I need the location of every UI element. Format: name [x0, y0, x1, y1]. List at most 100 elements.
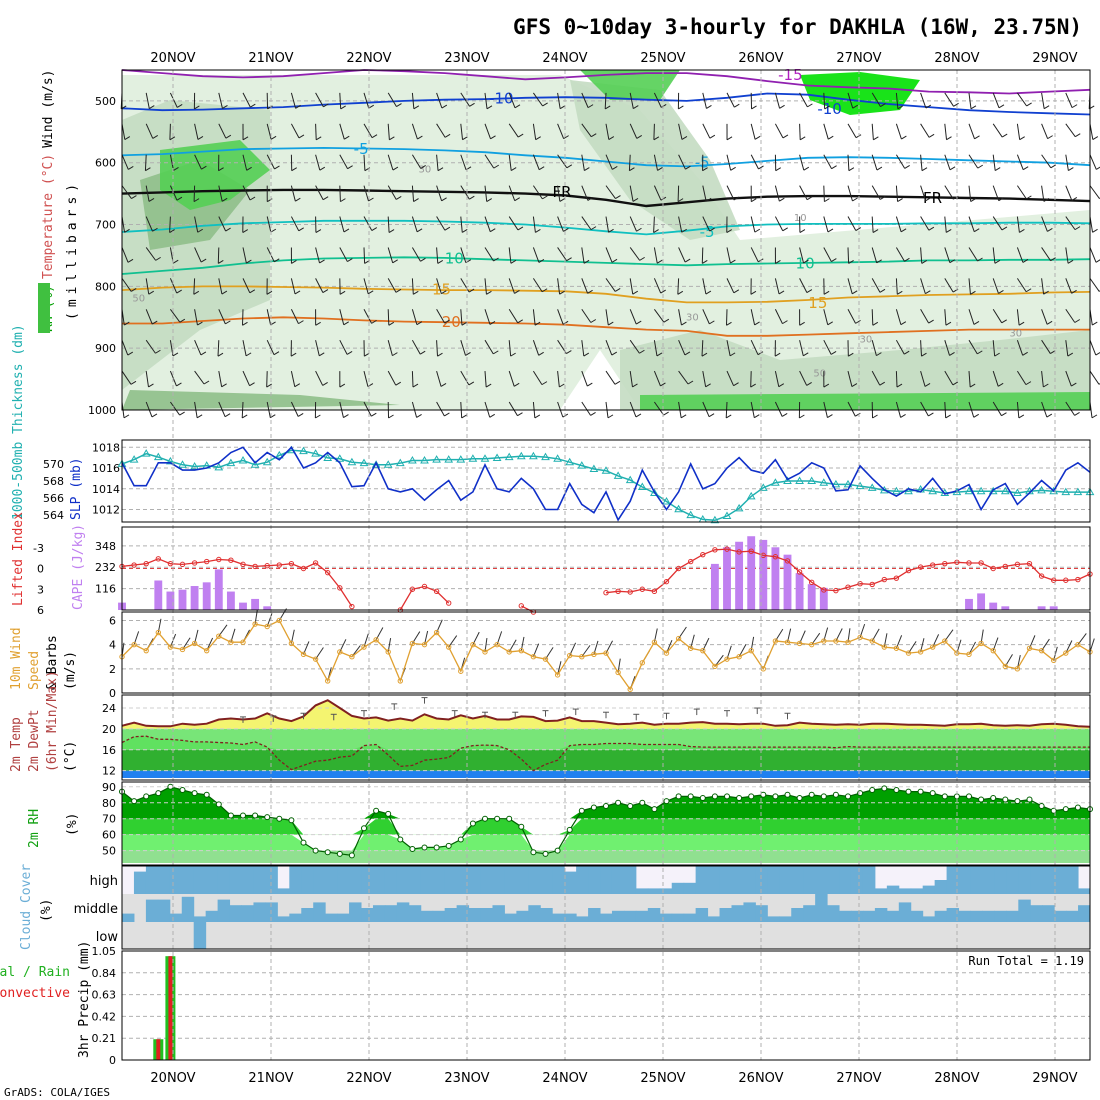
- wind-barb: [513, 382, 520, 387]
- wind-speed-point: [1002, 663, 1008, 670]
- rh-point: [397, 836, 404, 843]
- wind-barb: [121, 247, 129, 263]
- lifted-point: [143, 560, 149, 567]
- wind-barb: [298, 320, 304, 325]
- wind-barb: [823, 309, 829, 325]
- upper-air-unit: (millibars): [65, 179, 80, 320]
- wind-barb: [557, 185, 561, 202]
- wind-barb: [726, 247, 731, 264]
- cloud-cell: [277, 916, 290, 922]
- wind-barb: [1019, 228, 1025, 233]
- wind-barb: [1071, 104, 1078, 109]
- panel-wind10m-frame: [121, 611, 1091, 694]
- rh-point: [530, 849, 537, 856]
- wind-barb: [437, 352, 443, 357]
- wind-speed-point: [325, 678, 331, 684]
- wind-barb: [876, 352, 882, 357]
- wind-barb: [517, 412, 523, 417]
- thickness-point: [141, 449, 151, 457]
- thickness-point: [408, 456, 417, 464]
- cloud-cell: [337, 866, 350, 894]
- wind-barb: [799, 136, 806, 141]
- wind-barb: [266, 371, 268, 388]
- cloud-cell: [994, 866, 1007, 894]
- wind-barb: [895, 371, 898, 388]
- wind-barb: [436, 278, 442, 294]
- wind-barb: [779, 104, 785, 109]
- wind-barb: [218, 185, 223, 202]
- rh-point: [893, 786, 900, 793]
- thickness-point: [1000, 486, 1010, 495]
- cloud-cell: [504, 913, 517, 922]
- cape-bar: [214, 569, 223, 610]
- wind-speed-point: [833, 638, 839, 644]
- cloud-cell: [1054, 910, 1067, 922]
- rh-point: [324, 849, 331, 856]
- cloud-cell: [779, 916, 792, 922]
- wind-barb: [508, 340, 512, 357]
- thickness-point: [262, 457, 272, 466]
- wind-barb: [774, 185, 780, 202]
- cloud-cell: [946, 908, 960, 922]
- wind-barb: [532, 216, 536, 233]
- precip-ylabel: 3hr Precip (mm): [77, 941, 92, 1058]
- wind-barb: [871, 92, 881, 107]
- wind-speed-point: [627, 686, 633, 693]
- wind-barb: [1025, 381, 1032, 386]
- contour-label: 10: [794, 213, 807, 224]
- wind-speed-point: [530, 654, 537, 660]
- wind-speed-point: [579, 654, 585, 660]
- cape-bar: [1049, 606, 1058, 610]
- wind-speed-point: [518, 647, 524, 654]
- cloud-cell: [384, 866, 398, 894]
- wind-speed-point: [930, 644, 936, 650]
- lifted-point: [651, 588, 658, 595]
- cloud-cell: [850, 910, 864, 922]
- wind-barb: [872, 229, 879, 233]
- wind-barb: [702, 216, 711, 232]
- lifted-point: [1014, 561, 1021, 568]
- cloud-cell: [492, 905, 505, 922]
- lifted-point: [675, 565, 682, 572]
- rh-point: [724, 793, 730, 800]
- wind-barb: [371, 319, 377, 324]
- cloud-cell: [241, 905, 254, 922]
- wind-barb: [847, 401, 856, 417]
- cloud-cell: [576, 866, 589, 894]
- cloud-cell: [193, 916, 207, 922]
- cloud-cell: [372, 866, 386, 894]
- lifted-tick-label: 0: [37, 563, 44, 576]
- wind-barb: [557, 278, 561, 295]
- thickness-point: [964, 486, 974, 495]
- thickness-point: [299, 446, 308, 455]
- thickness-point: [819, 478, 829, 486]
- cape-bar: [239, 602, 247, 610]
- wind-barb: [559, 383, 565, 388]
- wind-barb: [460, 216, 463, 233]
- wind-barb: [339, 290, 346, 295]
- wind-barb: [897, 105, 904, 110]
- wind-speed-point: [494, 641, 500, 648]
- wind-barb: [653, 92, 662, 108]
- date-label-top: 22NOV: [346, 51, 391, 66]
- temp-area: [122, 700, 1090, 729]
- cloud-cell: [349, 866, 362, 894]
- wind-barb: [806, 382, 812, 386]
- wind-barb: [581, 247, 585, 264]
- wind-barb: [218, 260, 224, 264]
- lifted-tick-label: 3: [37, 583, 44, 596]
- wind-barb: [294, 383, 301, 388]
- wind-barb: [806, 196, 813, 201]
- thickness-point: [1013, 488, 1022, 496]
- wind-barb: [629, 339, 640, 354]
- wind-barb: [895, 92, 899, 109]
- wind-tick-label: 0: [109, 687, 116, 700]
- wind-speed-point: [821, 638, 827, 644]
- wind-speed-point: [446, 644, 452, 650]
- wind-barb: [823, 290, 830, 295]
- wind-barb: [944, 154, 951, 171]
- wind-barb: [387, 216, 390, 233]
- wind-barb: [968, 92, 972, 109]
- wind-barb: [871, 123, 874, 140]
- cloud-cell: [133, 871, 147, 894]
